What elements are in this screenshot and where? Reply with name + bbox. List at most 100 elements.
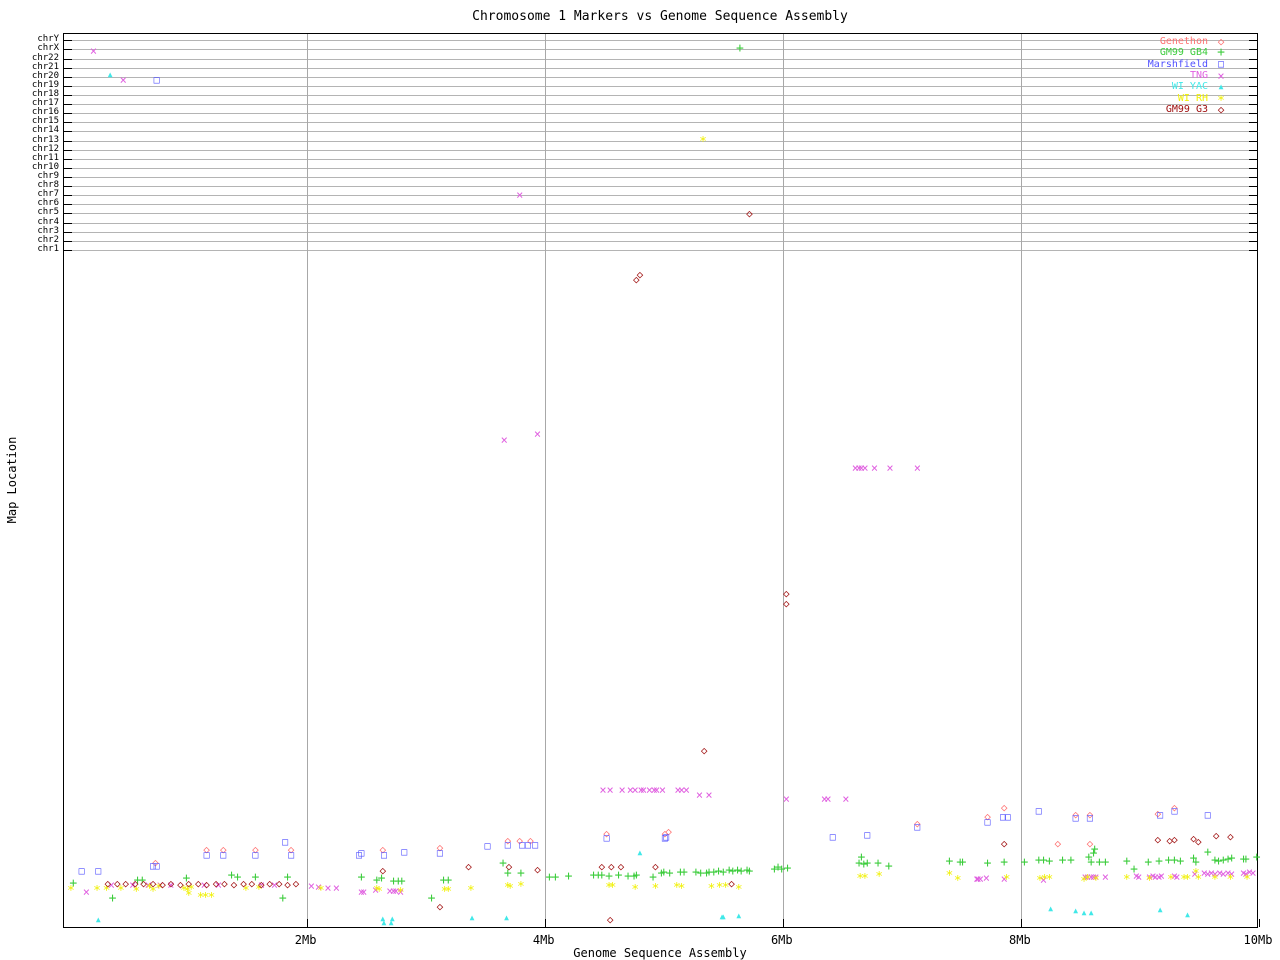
v-gridline — [544, 34, 546, 927]
right-tick — [1249, 40, 1257, 42]
h-gridline — [64, 176, 1257, 178]
point-tng: × — [500, 433, 508, 447]
chromosome-label: chr17 — [31, 98, 59, 109]
point-tng: × — [89, 44, 98, 58]
point-genethon: ◇ — [1171, 801, 1178, 814]
point-wi-rh: ∗ — [145, 879, 154, 894]
x-tick-label: 10Mb — [1243, 933, 1273, 947]
left-tick — [64, 113, 72, 115]
point-marshfield: □ — [358, 848, 365, 859]
point-gm99-g3: ◇ — [284, 878, 291, 891]
point-gm99-gb4: + — [657, 866, 666, 881]
point-wi-rh: ∗ — [444, 882, 453, 897]
point-gm99-g3: ◇ — [230, 878, 238, 891]
left-tick — [64, 40, 72, 42]
v-gridline — [306, 34, 308, 927]
point-genethon: ◇ — [1072, 808, 1079, 821]
left-tick — [64, 49, 72, 51]
point-gm99-gb4: + — [855, 856, 863, 871]
point-gm99-g3: ◇ — [240, 877, 247, 890]
right-tick — [1249, 131, 1257, 133]
point-gm99-gb4: + — [594, 868, 603, 883]
chromosome-label: chr11 — [31, 152, 59, 163]
left-tick — [64, 167, 72, 169]
point-tng: × — [1207, 866, 1215, 880]
point-marshfield: □ — [519, 840, 526, 851]
point-genethon: ◇ — [984, 810, 991, 823]
h-gridline — [64, 58, 1257, 60]
point-marshfield: □ — [153, 861, 160, 872]
point-gm99-g3: ◇ — [608, 860, 615, 873]
point-gm99-g3: ◇ — [266, 877, 273, 890]
point-gm99-gb4: + — [1211, 853, 1219, 868]
point-wi-yac: ▲ — [95, 915, 101, 924]
point-gm99-gb4: + — [564, 869, 573, 884]
point-gm99-g3: ◇ — [783, 597, 790, 610]
point-gm99-gb4: + — [714, 864, 723, 879]
point-gm99-gb4: + — [1239, 852, 1248, 867]
point-tng: × — [682, 783, 690, 797]
chromosome-label: chr21 — [31, 61, 59, 72]
point-genethon: ◇ — [287, 843, 295, 856]
h-gridline — [64, 122, 1257, 124]
point-wi-rh: ∗ — [1122, 870, 1131, 885]
point-marshfield: □ — [525, 840, 532, 851]
point-genethon: ◇ — [152, 856, 159, 869]
point-gm99-g3: ◇ — [652, 860, 659, 873]
point-gm99-gb4: + — [705, 865, 713, 880]
point-gm99-gb4: + — [725, 863, 734, 878]
point-wi-rh: ∗ — [132, 882, 141, 897]
point-marshfield: □ — [603, 833, 610, 844]
point-wi-rh: ∗ — [707, 879, 716, 894]
point-tng: × — [637, 783, 645, 797]
left-tick — [64, 122, 72, 124]
point-marshfield: □ — [914, 822, 921, 833]
right-tick — [1249, 204, 1257, 206]
point-wi-rh: ∗ — [715, 878, 724, 893]
point-wi-rh: ∗ — [93, 881, 101, 896]
legend-label: GM99 GB4 — [1159, 47, 1208, 59]
point-tng: × — [606, 783, 614, 797]
h-gridline — [64, 204, 1257, 206]
point-genethon: ◇ — [1086, 808, 1094, 821]
point-gm99-gb4: + — [516, 866, 525, 881]
h-gridline — [64, 213, 1257, 215]
point-wi-rh: ∗ — [1002, 870, 1011, 885]
point-gm99-gb4: + — [377, 871, 386, 886]
point-wi-rh: ∗ — [1091, 871, 1100, 886]
h-gridline — [64, 240, 1257, 242]
point-tng: × — [360, 885, 368, 899]
point-gm99-gb4: + — [680, 865, 688, 880]
point-wi-rh: ∗ — [241, 881, 250, 896]
point-gm99-g3: ◇ — [633, 273, 640, 286]
point-gm99-gb4: + — [676, 865, 685, 880]
point-wi-rh: ∗ — [1083, 870, 1092, 885]
point-gm99-gb4: + — [1084, 850, 1093, 865]
point-gm99-gb4: + — [1130, 862, 1138, 877]
point-wi-rh: ∗ — [605, 878, 613, 893]
bottom-tick — [544, 919, 546, 927]
left-tick — [64, 204, 72, 206]
legend-row: GM99 G3 ◇ — [1148, 103, 1234, 116]
point-gm99-gb4: + — [1191, 855, 1200, 870]
point-tng: × — [842, 792, 850, 806]
point-tng: × — [1204, 867, 1212, 881]
point-tng: × — [1239, 866, 1248, 880]
point-wi-rh: ∗ — [116, 881, 125, 896]
point-wi-rh: ∗ — [503, 878, 512, 893]
right-tick — [1249, 176, 1257, 178]
v-gridline — [1020, 34, 1022, 927]
point-gm99-gb4: + — [743, 863, 751, 878]
point-tng: × — [1039, 873, 1048, 887]
point-gm99-g3: ◇ — [534, 863, 541, 876]
point-tng: × — [639, 783, 648, 797]
point-tng: × — [1101, 870, 1110, 884]
h-gridline — [64, 49, 1257, 51]
point-marshfield: □ — [1086, 813, 1093, 824]
right-tick — [1249, 113, 1257, 115]
y-axis-label: Map Location — [5, 436, 19, 524]
point-wi-rh: ∗ — [721, 878, 730, 893]
point-genethon: ◇ — [252, 843, 259, 856]
chart-title: Chromosome 1 Markers vs Genome Sequence … — [472, 9, 848, 24]
point-genethon: ◇ — [1154, 807, 1162, 820]
